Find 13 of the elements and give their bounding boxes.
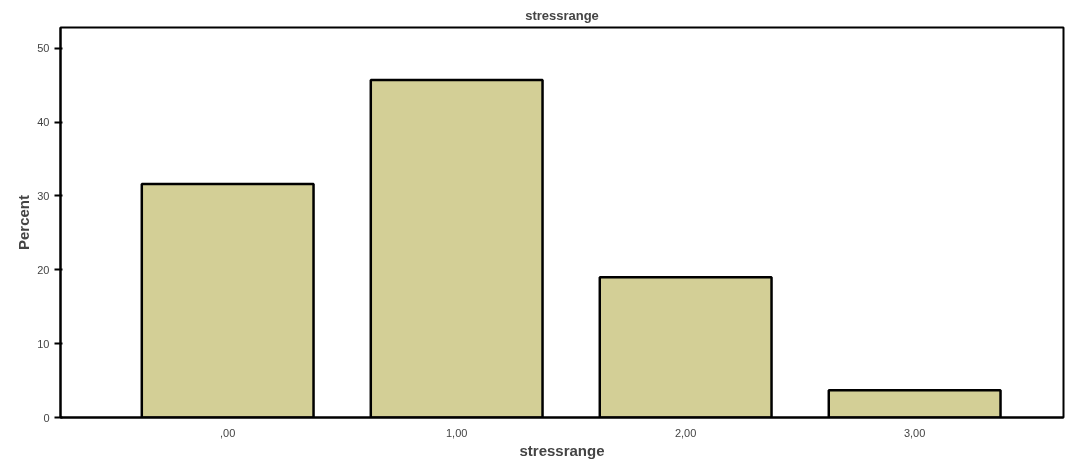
y-axis-title: Percent xyxy=(15,194,33,251)
y-tick-label: 0 xyxy=(43,411,50,424)
x-axis-title: stressrange xyxy=(519,441,605,459)
x-tick-label: ,00 xyxy=(220,426,236,439)
y-tick-label: 30 xyxy=(37,189,50,202)
x-tick-label: 3,00 xyxy=(903,426,926,439)
x-tick-label: 2,00 xyxy=(674,426,697,439)
x-tick-label: 1,00 xyxy=(445,426,468,439)
chart-title: stressrange xyxy=(525,7,599,23)
y-tick-label: 40 xyxy=(37,116,50,129)
y-tick-label: 10 xyxy=(37,337,50,350)
y-tick-label: 20 xyxy=(37,263,50,276)
y-tick-label: 50 xyxy=(37,42,50,55)
